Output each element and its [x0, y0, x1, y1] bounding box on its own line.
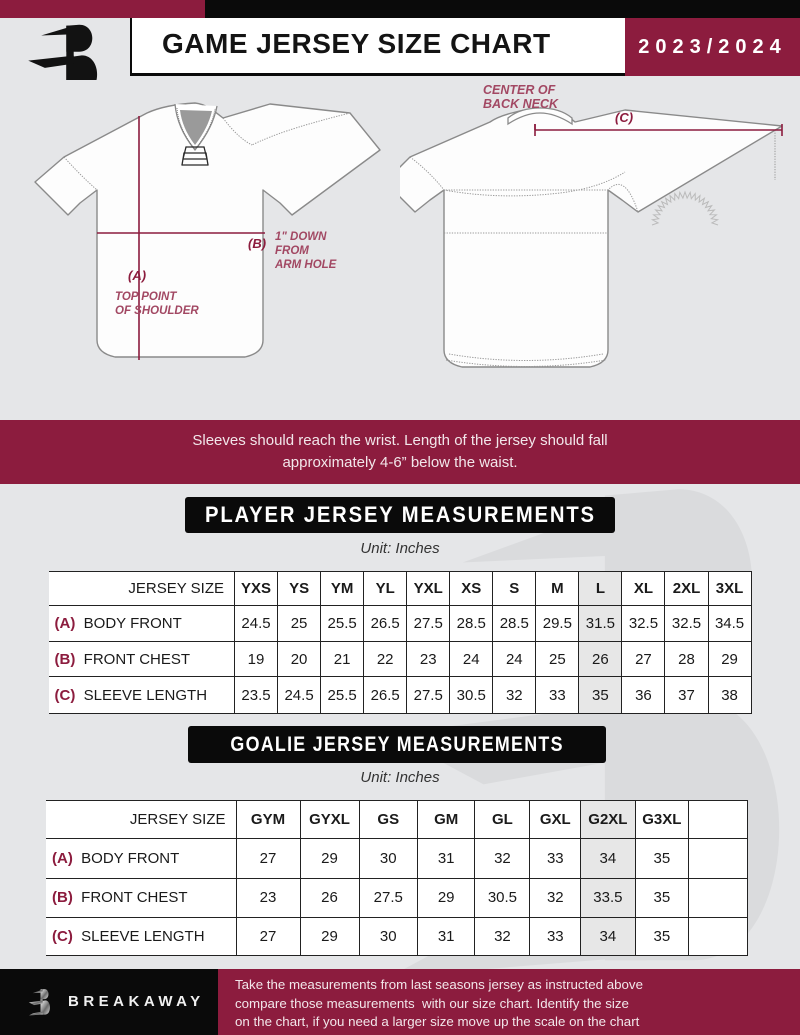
svg-text:CENTER OF: CENTER OF [483, 83, 556, 97]
svg-text:1" DOWN: 1" DOWN [275, 231, 327, 243]
svg-text:(A): (A) [128, 268, 146, 283]
svg-text:(C): (C) [615, 110, 633, 125]
svg-text:TOP POINT: TOP POINT [115, 291, 177, 303]
svg-text:ARM HOLE: ARM HOLE [274, 259, 337, 271]
svg-text:FROM: FROM [275, 245, 309, 257]
svg-text:(B): (B) [248, 236, 266, 251]
svg-text:BACK NECK: BACK NECK [483, 97, 559, 111]
svg-text:OF SHOULDER: OF SHOULDER [115, 305, 199, 317]
